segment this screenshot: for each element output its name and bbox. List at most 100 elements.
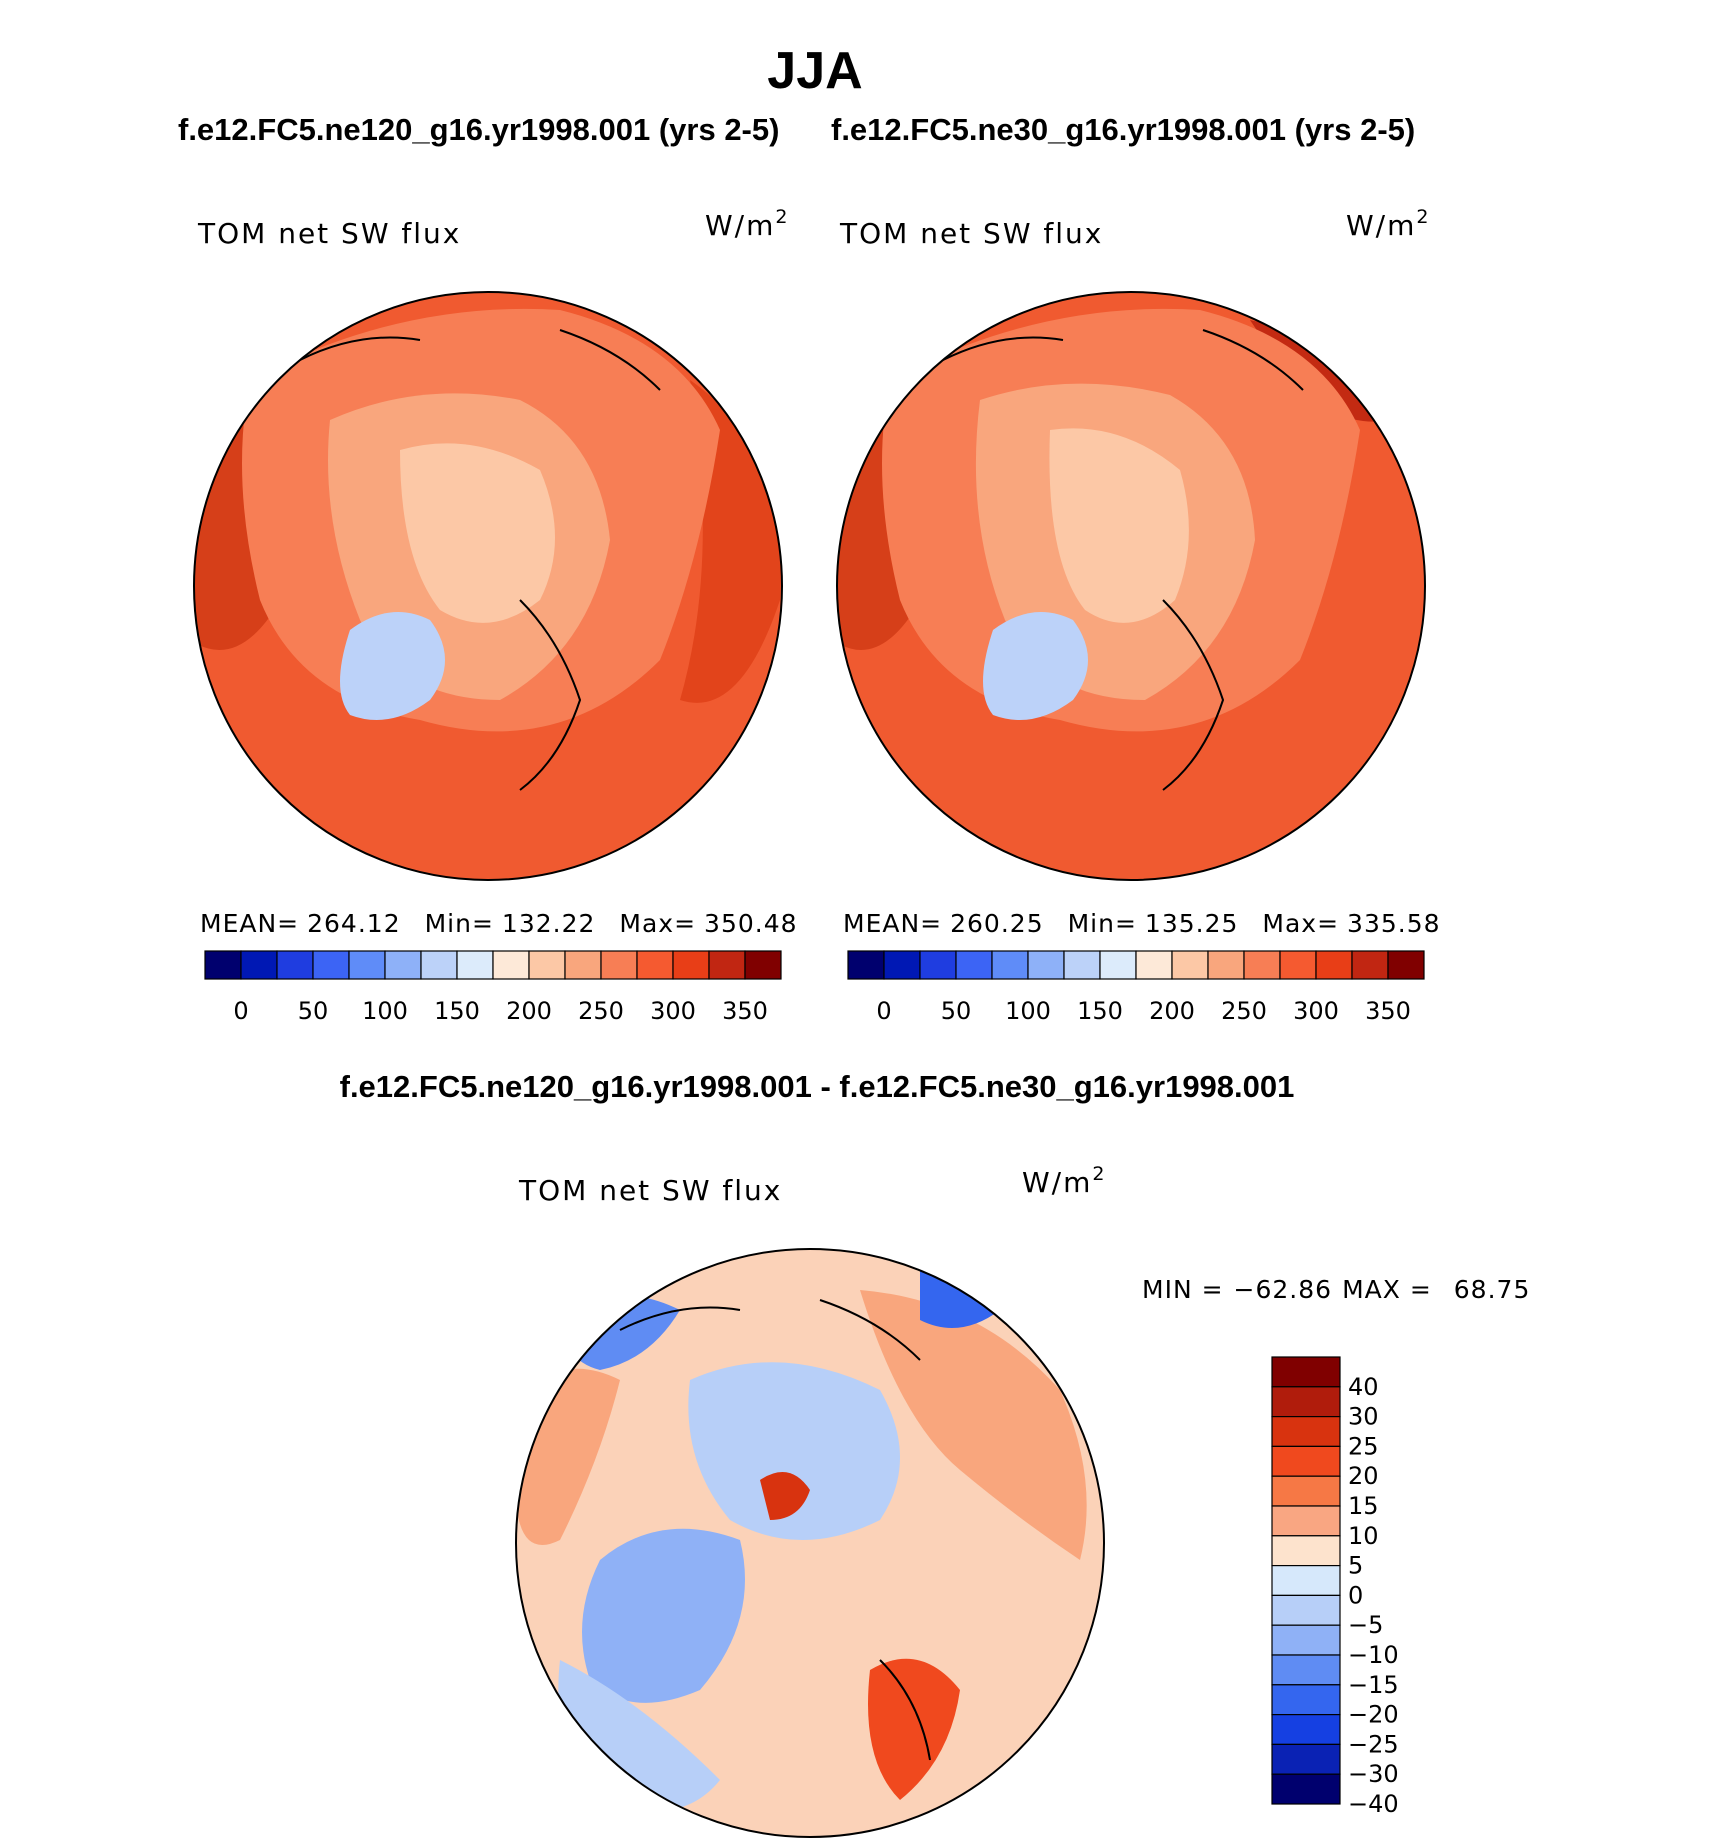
colorbar-tick-label: −40 — [1348, 1790, 1399, 1818]
colorbar-swatch — [564, 950, 602, 980]
colorbar-swatch — [1243, 950, 1281, 980]
diff-positive-region-scandinavia — [868, 1658, 960, 1800]
colorbar-tick-label: 50 — [941, 997, 972, 1025]
right-map — [837, 292, 1425, 880]
colorbar-tick-label: 300 — [1293, 997, 1339, 1025]
colorbar-tick-label: 200 — [506, 997, 552, 1025]
colorbar-swatch — [672, 950, 710, 980]
colorbar-tick-label: −30 — [1348, 1760, 1399, 1788]
colorbar-swatch — [1271, 1505, 1341, 1537]
colorbar-tick-label: 10 — [1348, 1522, 1379, 1550]
colorbar-swatch — [1271, 1415, 1341, 1447]
colorbar-swatch — [1063, 950, 1101, 980]
colorbar-swatch — [1271, 1684, 1341, 1716]
colorbar-tick-label: 15 — [1348, 1492, 1379, 1520]
right-field-sea-ice — [1049, 428, 1189, 623]
left-units-label: W/m2 — [705, 206, 790, 242]
colorbar-swatch — [1271, 1654, 1341, 1686]
colorbar-swatch — [1271, 1624, 1341, 1656]
left-panel-case-title: f.e12.FC5.ne120_g16.yr1998.001 (yrs 2-5) — [178, 112, 779, 147]
colorbar-tick-label: 30 — [1348, 1403, 1379, 1431]
colorbar-tick-label: 5 — [1348, 1552, 1363, 1580]
colorbar-swatch — [312, 950, 350, 980]
right-variable-label: TOM net SW flux — [839, 217, 1103, 250]
colorbar-swatch — [1271, 1564, 1341, 1596]
colorbar-tick-label: −5 — [1348, 1611, 1383, 1639]
left-variable-label: TOM net SW flux — [197, 217, 461, 250]
diff-minmax-line: MIN = −62.86 MAX = 68.75 — [1142, 1275, 1530, 1304]
left-field-sea-ice — [400, 443, 555, 623]
colorbar-swatch — [1271, 1535, 1341, 1567]
left-coastline-hint — [299, 329, 661, 791]
colorbar-swatch — [1207, 950, 1245, 980]
colorbar-swatch — [708, 950, 746, 980]
colorbar-tick-label: 250 — [578, 997, 624, 1025]
right-colorbar: 0 50 100 150 200 250 300 350 — [847, 950, 1425, 1025]
colorbar-swatch — [600, 950, 638, 980]
colorbar-tick-label: −20 — [1348, 1701, 1399, 1729]
colorbar-swatch — [636, 950, 674, 980]
colorbar-tick-label: 40 — [1348, 1373, 1379, 1401]
colorbar-swatch — [1099, 950, 1137, 980]
right-coastline-hint — [942, 329, 1304, 791]
colorbar-swatch — [492, 950, 530, 980]
colorbar-swatch — [1271, 1445, 1341, 1477]
colorbar-tick-label: 20 — [1348, 1462, 1379, 1490]
left-map-boundary — [193, 291, 783, 881]
colorbar-swatch — [456, 950, 494, 980]
colorbar-swatch — [1271, 1475, 1341, 1507]
diff-variable-label: TOM net SW flux — [518, 1174, 782, 1207]
colorbar-swatch — [1279, 950, 1317, 980]
colorbar-swatch — [883, 950, 921, 980]
right-map-boundary — [836, 291, 1426, 881]
colorbar-tick-label: 150 — [434, 997, 480, 1025]
colorbar-tick-label: 350 — [722, 997, 768, 1025]
diff-units-label: W/m2 — [1022, 1163, 1107, 1199]
colorbar-swatch — [204, 950, 242, 980]
right-stats-line: MEAN= 260.25 Min= 135.25 Max= 335.58 — [843, 909, 1441, 938]
colorbar-tick-label: 25 — [1348, 1432, 1379, 1460]
left-field-greenland — [340, 612, 445, 720]
colorbar-swatch — [919, 950, 957, 980]
colorbar-swatch — [1271, 1773, 1341, 1805]
colorbar-swatch — [384, 950, 422, 980]
colorbar-tick-label: 200 — [1149, 997, 1195, 1025]
difference-map-panel: TOM net SW flux W/m2 MIN = −62.86 MAX = 68.… — [515, 1163, 1530, 1838]
diff-negative-region-center — [688, 1362, 900, 1540]
colorbar-swatch — [1027, 950, 1065, 980]
colorbar-swatch — [1271, 1713, 1341, 1745]
colorbar-swatch — [1351, 950, 1389, 980]
left-colorbar: 0 50 100 150 200 250 300 350 — [204, 950, 782, 1025]
colorbar-swatch — [1171, 950, 1209, 980]
colorbar-tick-label: 0 — [233, 997, 248, 1025]
colorbar-swatch — [1271, 1386, 1341, 1418]
colorbar-tick-label: 150 — [1077, 997, 1123, 1025]
right-units-label: W/m2 — [1346, 206, 1431, 242]
diff-map — [516, 1249, 1104, 1837]
colorbar-swatch — [847, 950, 885, 980]
colorbar-swatch — [1271, 1743, 1341, 1775]
colorbar-swatch — [1135, 950, 1173, 980]
difference-title: f.e12.FC5.ne120_g16.yr1998.001 - f.e12.F… — [340, 1069, 1295, 1104]
colorbar-swatch — [991, 950, 1029, 980]
colorbar-swatch — [348, 950, 386, 980]
colorbar-tick-label: −25 — [1348, 1730, 1399, 1758]
colorbar-swatch — [528, 950, 566, 980]
colorbar-tick-label: 100 — [1005, 997, 1051, 1025]
diff-positive-region-bay — [760, 1472, 810, 1520]
colorbar-swatch — [1271, 1356, 1341, 1388]
colorbar-swatch — [1387, 950, 1425, 980]
figure-title: JJA — [767, 42, 862, 100]
diff-coastline-hint — [619, 1299, 931, 1761]
left-map — [194, 292, 782, 880]
colorbar-tick-label: 0 — [876, 997, 891, 1025]
diff-map-boundary — [515, 1248, 1105, 1838]
colorbar-swatch — [240, 950, 278, 980]
colorbar-tick-label: 100 — [362, 997, 408, 1025]
right-map-panel: TOM net SW flux W/m2 MEAN= 260.25 Min= 135.… — [836, 206, 1441, 1025]
colorbar-swatch — [1271, 1594, 1341, 1626]
colorbar-tick-label: −15 — [1348, 1671, 1399, 1699]
colorbar-swatch — [1315, 950, 1353, 980]
